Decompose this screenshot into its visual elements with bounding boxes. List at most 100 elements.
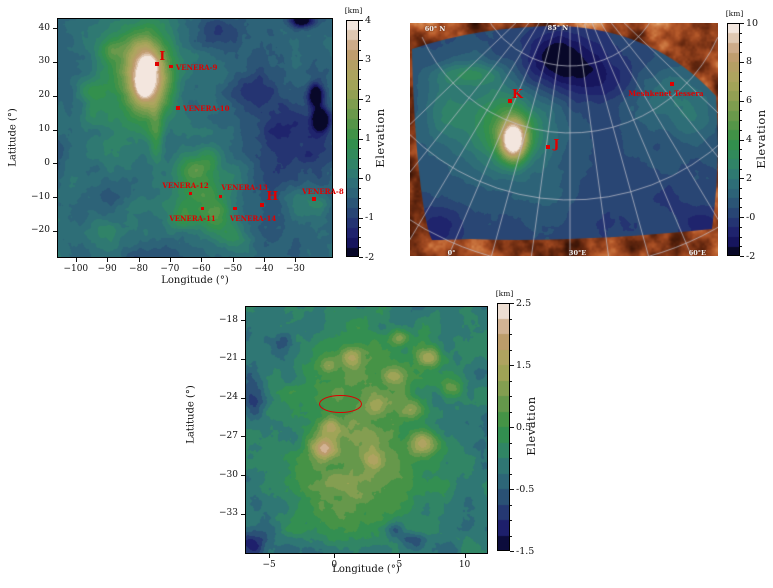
colorbar-minor-tick bbox=[740, 188, 743, 189]
x-tick bbox=[107, 258, 109, 262]
y-tick-label: 10 bbox=[38, 124, 50, 135]
site-marker bbox=[176, 106, 180, 110]
colorbar-minor-tick bbox=[359, 247, 362, 248]
site-marker bbox=[233, 206, 237, 211]
x-tick-label: −80 bbox=[129, 264, 149, 274]
colorbar-minor-tick bbox=[359, 128, 362, 130]
colorbar-tick bbox=[740, 139, 745, 141]
colorbar-minor-tick bbox=[359, 69, 362, 71]
y-tick bbox=[53, 197, 57, 199]
colorbar-axis-label: Elevation bbox=[754, 108, 768, 169]
colorbar-tick-label: -1 bbox=[365, 212, 375, 223]
graticule-label: 30°E bbox=[568, 248, 587, 257]
site-label: VENERA-9 bbox=[175, 62, 218, 72]
site-marker bbox=[188, 192, 193, 196]
elevation-map-canvas bbox=[57, 18, 333, 258]
y-tick-label: −33 bbox=[219, 508, 238, 519]
y-tick bbox=[53, 129, 57, 131]
colorbar-minor-tick bbox=[510, 334, 513, 335]
y-tick-label: 40 bbox=[38, 22, 50, 33]
site-label: VENERA-11 bbox=[169, 213, 216, 223]
colorbar-minor-tick bbox=[740, 158, 743, 160]
colorbar-tick-label: 2.5 bbox=[516, 297, 532, 309]
colorbar-tick bbox=[740, 61, 745, 63]
colorbar-tick-label: 10 bbox=[746, 17, 759, 29]
site-marker bbox=[200, 206, 205, 211]
colorbar-minor-tick bbox=[359, 168, 362, 169]
graticule-label: 85° N bbox=[547, 24, 569, 33]
colorbar-tick bbox=[359, 99, 364, 100]
colorbar-tick bbox=[359, 59, 364, 61]
colorbar-tick bbox=[510, 427, 515, 428]
x-tick-label: −90 bbox=[97, 264, 117, 274]
x-tick-label: −30 bbox=[285, 264, 305, 274]
elevation-map-canvas bbox=[245, 306, 488, 554]
map-panel-beta-regio-venera-sites: −100 −90 −80 −70 −60 −50 −40 −30 40 30 20 10 0 −10 −20… bbox=[8, 6, 388, 286]
colorbar-minor-tick bbox=[510, 535, 513, 537]
colorbar-tick bbox=[510, 303, 515, 304]
colorbar-elevation bbox=[727, 23, 740, 256]
x-tick-label: −40 bbox=[254, 264, 274, 274]
colorbar-minor-tick bbox=[359, 148, 362, 150]
colorbar-tick bbox=[740, 256, 745, 257]
site-label: VENERA-13 bbox=[221, 183, 268, 193]
x-tick-label: 5 bbox=[396, 560, 403, 570]
site-label: Meshkenet Tessera bbox=[628, 88, 704, 98]
colorbar-minor-tick bbox=[359, 108, 362, 110]
site-label: I bbox=[159, 47, 166, 63]
site-marker bbox=[546, 144, 551, 149]
site-label: VENERA-12 bbox=[162, 180, 209, 190]
x-axis-label: Longitude (°) bbox=[332, 564, 400, 575]
x-tick bbox=[264, 258, 265, 262]
y-tick-label: −30 bbox=[219, 469, 238, 480]
colorbar-tick-label: -2 bbox=[365, 251, 375, 263]
colorbar-minor-tick bbox=[740, 197, 743, 199]
colorbar-minor-tick bbox=[740, 168, 743, 170]
colorbar-tick bbox=[359, 217, 364, 219]
colorbar-minor-tick bbox=[510, 396, 513, 397]
y-tick-label: 0 bbox=[44, 157, 50, 168]
colorbar-minor-tick bbox=[359, 227, 362, 229]
y-tick bbox=[241, 358, 245, 360]
colorbar-minor-tick bbox=[740, 226, 743, 228]
colorbar-tick-label: 0.5 bbox=[516, 421, 532, 433]
colorbar-tick-label: 8 bbox=[746, 56, 753, 68]
y-tick bbox=[53, 28, 57, 30]
colorbar-tick-label: -0 bbox=[746, 211, 756, 223]
x-tick-label: 0 bbox=[331, 560, 338, 570]
x-tick bbox=[295, 258, 297, 262]
colorbar-tick-label: 6 bbox=[746, 95, 753, 107]
site-marker bbox=[260, 202, 265, 207]
colorbar-tick bbox=[510, 489, 515, 490]
colorbar-minor-tick bbox=[740, 207, 743, 209]
y-tick-label: 30 bbox=[38, 56, 50, 67]
site-marker bbox=[508, 99, 512, 104]
colorbar-minor-tick bbox=[740, 81, 743, 83]
site-label: K bbox=[512, 86, 523, 102]
y-tick-label: −24 bbox=[219, 392, 238, 403]
colorbar-minor-tick bbox=[740, 71, 743, 73]
y-tick bbox=[53, 61, 57, 63]
colorbar-tick-label: -2 bbox=[746, 250, 756, 262]
colorbar-unit-label: [km] bbox=[344, 6, 363, 15]
colorbar-minor-tick bbox=[359, 187, 362, 189]
colorbar-minor-tick bbox=[359, 39, 362, 41]
colorbar-elevation bbox=[346, 20, 359, 257]
site-label: VENERA-14 bbox=[229, 213, 277, 223]
colorbar-minor-tick bbox=[740, 32, 743, 34]
x-tick bbox=[75, 258, 77, 262]
colorbar-tick bbox=[359, 257, 364, 258]
colorbar-tick-label: 4 bbox=[365, 14, 372, 26]
colorbar-minor-tick bbox=[359, 118, 362, 120]
colorbar-minor-tick bbox=[359, 207, 362, 209]
y-tick bbox=[53, 163, 57, 165]
colorbar-tick-label: 2 bbox=[746, 172, 753, 184]
x-tick bbox=[138, 258, 140, 262]
map-panel-ishtar-terra-polar-fan: 60° N 85° N 0° 30°E 60°E K J Meshkenet Tessera 1… bbox=[410, 9, 768, 262]
colorbar-unit-label: [km] bbox=[495, 289, 514, 298]
colorbar-tick-label: 1.5 bbox=[516, 359, 532, 371]
colorbar-tick-label: -0.5 bbox=[516, 483, 535, 495]
x-tick-label: −100 bbox=[63, 264, 89, 274]
colorbar-minor-tick bbox=[740, 42, 743, 44]
